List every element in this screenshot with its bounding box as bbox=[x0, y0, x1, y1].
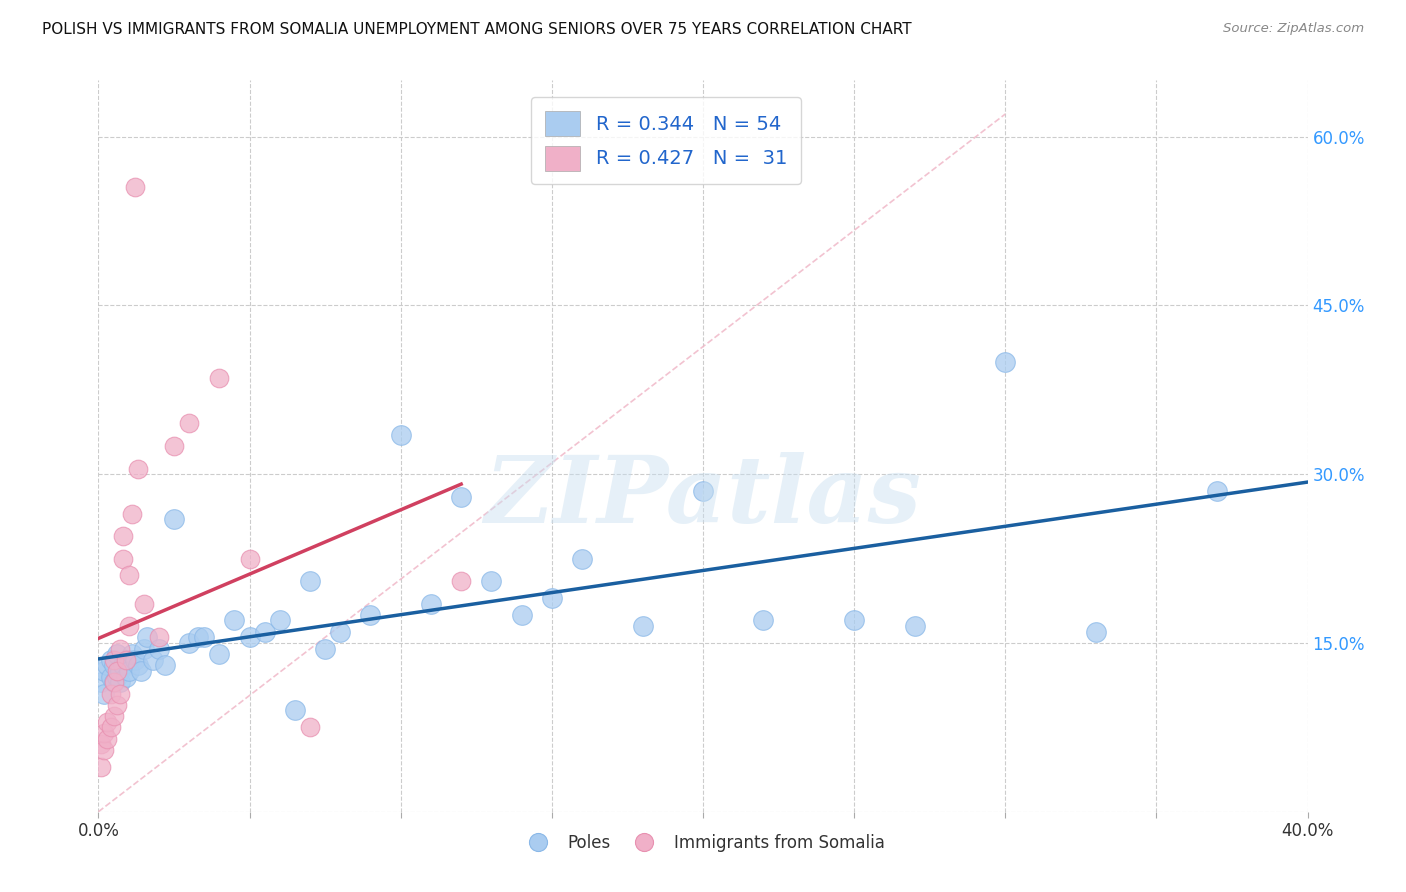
Point bbox=[208, 371, 231, 385]
Point bbox=[96, 731, 118, 746]
Text: POLISH VS IMMIGRANTS FROM SOMALIA UNEMPLOYMENT AMONG SENIORS OVER 75 YEARS CORRE: POLISH VS IMMIGRANTS FROM SOMALIA UNEMPL… bbox=[42, 22, 912, 37]
Point bbox=[692, 483, 714, 498]
Point bbox=[904, 619, 927, 633]
Point bbox=[108, 675, 131, 690]
Point bbox=[103, 658, 125, 673]
Point bbox=[127, 658, 149, 673]
Point bbox=[124, 180, 146, 194]
Point bbox=[114, 670, 136, 684]
Point bbox=[93, 687, 115, 701]
Point bbox=[103, 709, 125, 723]
Point bbox=[90, 675, 112, 690]
Point bbox=[153, 658, 176, 673]
Point bbox=[93, 743, 115, 757]
Point bbox=[100, 653, 122, 667]
Point bbox=[269, 614, 291, 628]
Point bbox=[193, 630, 215, 644]
Point bbox=[752, 614, 775, 628]
Point bbox=[108, 664, 131, 678]
Point bbox=[96, 658, 118, 673]
Point bbox=[100, 720, 122, 734]
Point bbox=[284, 703, 307, 717]
Point bbox=[103, 675, 125, 690]
Point bbox=[121, 647, 143, 661]
Point bbox=[314, 641, 336, 656]
Point bbox=[127, 461, 149, 475]
Point bbox=[105, 670, 128, 684]
Point bbox=[1085, 624, 1108, 639]
Point bbox=[994, 354, 1017, 368]
Point bbox=[132, 641, 155, 656]
Point bbox=[100, 687, 122, 701]
Point bbox=[299, 574, 322, 588]
Point bbox=[124, 653, 146, 667]
Point bbox=[118, 619, 141, 633]
Point bbox=[208, 647, 231, 661]
Point bbox=[105, 647, 128, 661]
Point bbox=[540, 591, 562, 605]
Point bbox=[239, 630, 262, 644]
Point bbox=[96, 714, 118, 729]
Point bbox=[253, 624, 276, 639]
Text: ZIPatlas: ZIPatlas bbox=[485, 452, 921, 542]
Legend: Poles, Immigrants from Somalia: Poles, Immigrants from Somalia bbox=[515, 827, 891, 858]
Point bbox=[105, 698, 128, 712]
Point bbox=[111, 658, 134, 673]
Point bbox=[129, 664, 152, 678]
Point bbox=[118, 664, 141, 678]
Point bbox=[179, 417, 201, 431]
Point bbox=[103, 653, 125, 667]
Point bbox=[389, 427, 412, 442]
Point bbox=[93, 726, 115, 740]
Point bbox=[108, 687, 131, 701]
Point bbox=[329, 624, 352, 639]
Point bbox=[118, 653, 141, 667]
Point bbox=[100, 670, 122, 684]
Point bbox=[90, 737, 112, 751]
Point bbox=[111, 551, 134, 566]
Point bbox=[121, 507, 143, 521]
Point bbox=[299, 720, 322, 734]
Point bbox=[148, 630, 170, 644]
Point bbox=[571, 551, 593, 566]
Point bbox=[450, 490, 472, 504]
Point bbox=[224, 614, 246, 628]
Point bbox=[142, 653, 165, 667]
Text: Source: ZipAtlas.com: Source: ZipAtlas.com bbox=[1223, 22, 1364, 36]
Point bbox=[163, 439, 186, 453]
Point bbox=[118, 568, 141, 582]
Point bbox=[163, 512, 186, 526]
Point bbox=[135, 630, 157, 644]
Point bbox=[420, 597, 443, 611]
Point bbox=[239, 551, 262, 566]
Point bbox=[93, 664, 115, 678]
Point bbox=[481, 574, 503, 588]
Point bbox=[114, 653, 136, 667]
Point bbox=[108, 641, 131, 656]
Point bbox=[105, 664, 128, 678]
Point bbox=[450, 574, 472, 588]
Point bbox=[111, 529, 134, 543]
Point bbox=[510, 607, 533, 622]
Point bbox=[844, 614, 866, 628]
Point bbox=[187, 630, 209, 644]
Point bbox=[631, 619, 654, 633]
Point bbox=[90, 760, 112, 774]
Point bbox=[360, 607, 382, 622]
Point bbox=[179, 636, 201, 650]
Point bbox=[103, 675, 125, 690]
Point bbox=[1206, 483, 1229, 498]
Point bbox=[132, 597, 155, 611]
Point bbox=[148, 641, 170, 656]
